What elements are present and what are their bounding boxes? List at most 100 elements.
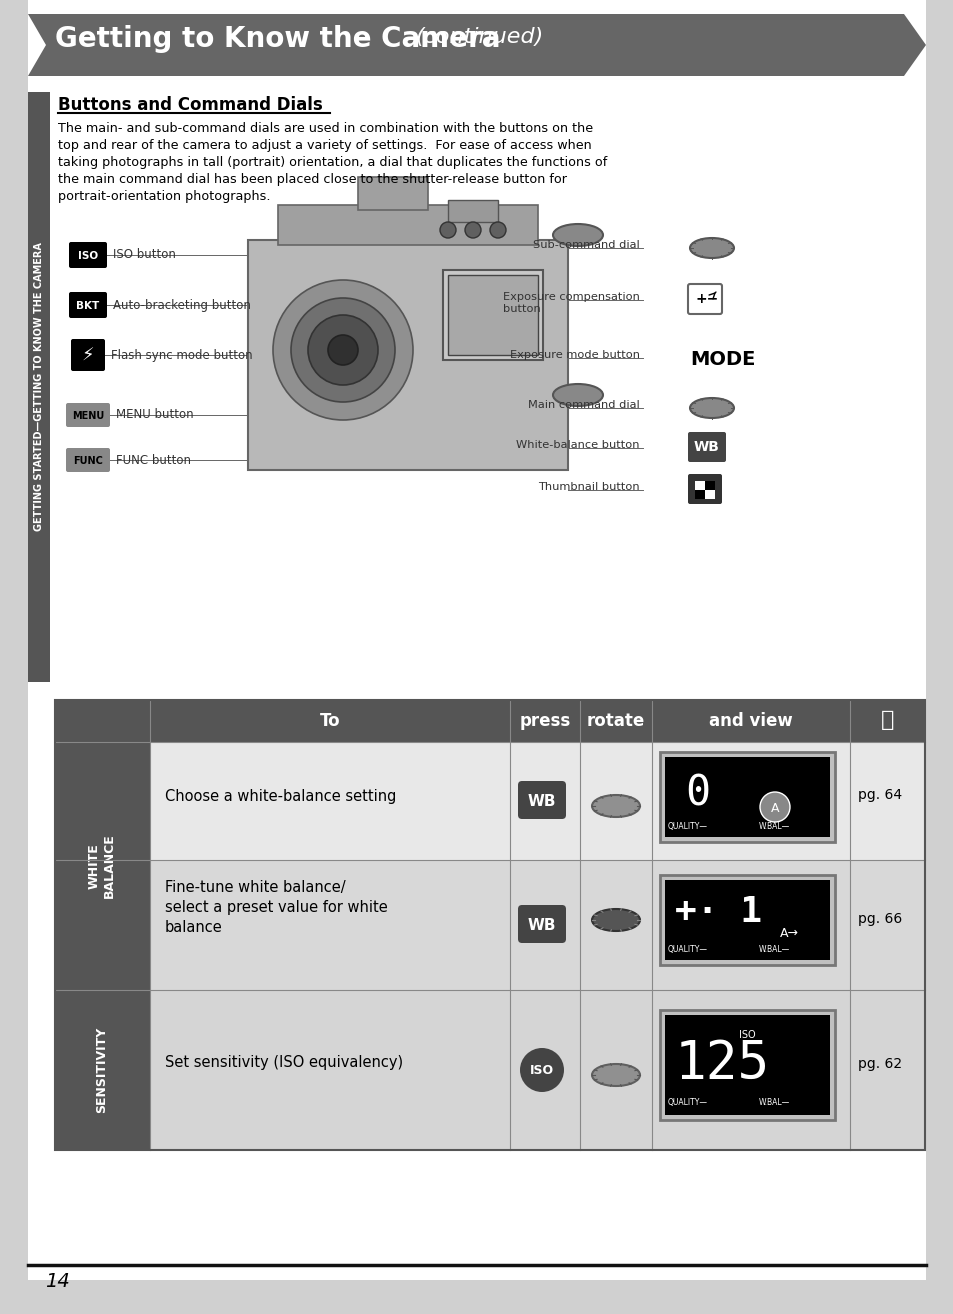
Text: A→: A→	[780, 926, 799, 940]
Bar	[664, 880, 829, 961]
Circle shape	[439, 222, 456, 238]
Text: ISO: ISO	[529, 1064, 554, 1077]
Bar	[150, 859, 924, 989]
FancyBboxPatch shape	[69, 292, 107, 318]
Ellipse shape	[689, 398, 733, 418]
Circle shape	[519, 1049, 563, 1092]
Text: Main command dial: Main command dial	[528, 399, 639, 410]
Circle shape	[464, 222, 480, 238]
Text: SENSITIVITY: SENSITIVITY	[95, 1026, 109, 1113]
Text: (continued): (continued)	[415, 28, 542, 47]
Bar	[277, 205, 537, 244]
Polygon shape	[28, 14, 925, 76]
Text: ⚡: ⚡	[82, 347, 94, 365]
Text: Choose a white-balance setting: Choose a white-balance setting	[165, 788, 395, 803]
Bar	[357, 177, 428, 210]
Text: W.BAL—: W.BAL—	[758, 1099, 789, 1106]
Text: The main- and sub-command dials are used in combination with the buttons on the: The main- and sub-command dials are used…	[58, 122, 593, 135]
Bar	[55, 989, 150, 1150]
FancyBboxPatch shape	[687, 432, 725, 463]
FancyBboxPatch shape	[517, 781, 565, 819]
Text: pg. 62: pg. 62	[857, 1056, 902, 1071]
FancyBboxPatch shape	[66, 403, 110, 427]
Text: balance: balance	[165, 920, 222, 936]
Circle shape	[760, 792, 789, 823]
Text: Flash sync mode button: Flash sync mode button	[111, 348, 253, 361]
Circle shape	[291, 298, 395, 402]
Bar	[664, 757, 829, 837]
Text: taking photographs in tall (portrait) orientation, a dial that duplicates the fu: taking photographs in tall (portrait) or…	[58, 156, 607, 170]
Text: MENU button: MENU button	[116, 409, 193, 422]
Text: MENU: MENU	[71, 411, 104, 420]
Text: ISO: ISO	[78, 251, 98, 261]
Text: ISO button: ISO button	[112, 248, 175, 261]
FancyBboxPatch shape	[66, 448, 110, 472]
Text: and view: and view	[708, 712, 792, 731]
Text: WHITE
BALANCE: WHITE BALANCE	[88, 833, 116, 899]
Text: +· 1: +· 1	[675, 895, 761, 929]
FancyBboxPatch shape	[69, 242, 107, 268]
Circle shape	[273, 280, 413, 420]
Text: top and rear of the camera to adjust a variety of settings.  For ease of access : top and rear of the camera to adjust a v…	[58, 139, 591, 152]
Text: 125: 125	[675, 1038, 769, 1091]
Bar	[442, 269, 542, 360]
Text: rotate: rotate	[586, 712, 644, 731]
Bar	[448, 200, 497, 222]
Text: the main command dial has been placed close to the shutter-release button for: the main command dial has been placed cl…	[58, 173, 566, 187]
Bar	[55, 700, 924, 1150]
Text: +−: +−	[696, 292, 719, 306]
Text: Exposure mode button: Exposure mode button	[510, 350, 639, 360]
Text: Exposure compensation
button: Exposure compensation button	[502, 292, 639, 314]
Text: Thumbnail button: Thumbnail button	[537, 482, 639, 491]
FancyBboxPatch shape	[687, 474, 721, 505]
Text: pg. 66: pg. 66	[857, 912, 902, 926]
FancyBboxPatch shape	[687, 284, 721, 314]
Ellipse shape	[592, 1064, 639, 1085]
Text: MODE: MODE	[689, 350, 755, 369]
Bar	[695, 490, 704, 499]
Bar	[664, 1014, 829, 1116]
Text: Set sensitivity (ISO equivalency): Set sensitivity (ISO equivalency)	[165, 1055, 403, 1070]
FancyBboxPatch shape	[71, 339, 105, 371]
Bar	[448, 275, 537, 355]
Bar	[704, 481, 714, 490]
Ellipse shape	[592, 909, 639, 932]
Ellipse shape	[553, 384, 602, 406]
Text: WB: WB	[527, 795, 556, 809]
Bar	[659, 875, 834, 964]
Bar	[55, 700, 924, 742]
Circle shape	[308, 315, 377, 385]
Text: BKT: BKT	[76, 301, 99, 311]
Text: 👁: 👁	[880, 710, 893, 731]
Bar	[704, 490, 714, 499]
Text: QUALITY—: QUALITY—	[667, 1099, 707, 1106]
Bar	[248, 240, 567, 470]
Text: pg. 64: pg. 64	[857, 788, 902, 802]
Bar	[659, 752, 834, 842]
Text: Auto-bracketing button: Auto-bracketing button	[112, 298, 251, 311]
Text: QUALITY—: QUALITY—	[667, 823, 707, 830]
Text: WB: WB	[694, 440, 720, 455]
Text: Buttons and Command Dials: Buttons and Command Dials	[58, 96, 322, 114]
Text: Sub-command dial: Sub-command dial	[533, 240, 639, 250]
Text: FUNC button: FUNC button	[116, 453, 191, 466]
Text: ISO: ISO	[739, 1030, 755, 1039]
FancyBboxPatch shape	[517, 905, 565, 943]
Text: Getting to Know the Camera: Getting to Know the Camera	[55, 25, 500, 53]
Circle shape	[328, 335, 357, 365]
Text: press: press	[518, 712, 570, 731]
Bar	[695, 481, 704, 490]
Text: FUNC: FUNC	[73, 456, 103, 466]
Text: portrait-orientation photographs.: portrait-orientation photographs.	[58, 191, 271, 202]
Ellipse shape	[553, 223, 602, 246]
Ellipse shape	[592, 795, 639, 817]
Text: Fine-tune white balance/: Fine-tune white balance/	[165, 880, 345, 895]
Ellipse shape	[689, 238, 733, 258]
Text: QUALITY—: QUALITY—	[667, 945, 707, 954]
Text: To: To	[319, 712, 340, 731]
Text: GETTING STARTED—GETTING TO KNOW THE CAMERA: GETTING STARTED—GETTING TO KNOW THE CAME…	[34, 243, 44, 531]
Text: A: A	[770, 802, 779, 815]
Circle shape	[490, 222, 505, 238]
Text: WB: WB	[527, 918, 556, 933]
Text: W.BAL—: W.BAL—	[758, 945, 789, 954]
